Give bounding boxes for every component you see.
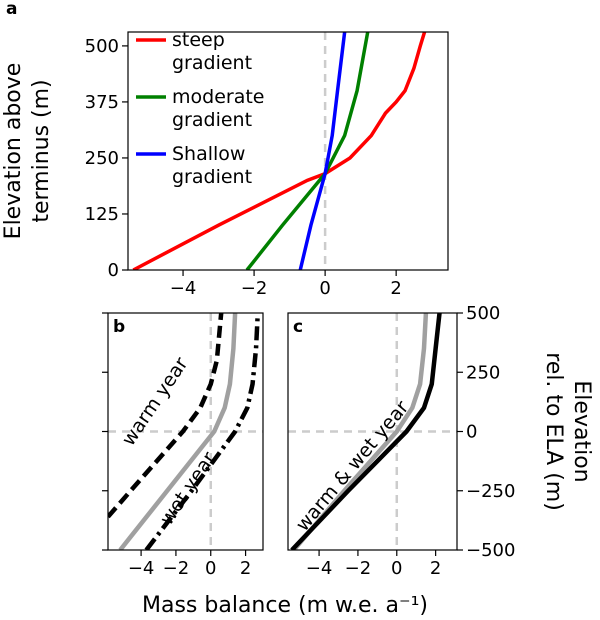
legend-label: steep gradient (172, 29, 252, 74)
y-tick-label: 500 (85, 36, 119, 57)
series-line (298, 32, 347, 270)
y-tick-label: 250 (466, 362, 500, 383)
series-line (118, 313, 238, 550)
series-line (290, 313, 442, 550)
series-line (245, 32, 370, 270)
y-tick-label: 0 (108, 260, 119, 281)
y-axis-label: Elevation above terminus (m) (1, 63, 54, 240)
y-tick-label: 375 (85, 92, 119, 113)
x-tick-label: −4 (170, 278, 197, 299)
legend-label: moderate gradient (172, 86, 264, 131)
x-tick-label: 0 (391, 558, 402, 579)
y-tick-label: 500 (466, 303, 500, 324)
x-tick-label: −2 (241, 278, 268, 299)
series-line (132, 32, 427, 270)
x-tick-label: −2 (345, 558, 372, 579)
x-axis-label: Mass balance (m w.e. a⁻¹) (142, 593, 428, 618)
x-tick-label: 0 (319, 278, 330, 299)
y-tick-label: −500 (466, 540, 515, 561)
y-axis-label: Elevationrel. to ELA (m) (541, 352, 594, 511)
panel-label: a (6, 0, 17, 19)
x-tick-label: −4 (306, 558, 333, 579)
series-line (292, 313, 429, 550)
y-tick-label: 250 (85, 148, 119, 169)
y-tick-label: 125 (85, 204, 119, 225)
x-tick-label: −2 (163, 558, 190, 579)
x-tick-label: 2 (390, 278, 401, 299)
series-line (144, 313, 261, 550)
x-tick-label: 0 (205, 558, 216, 579)
annotation: warm & wet year (292, 396, 414, 535)
y-tick-label: 0 (466, 422, 477, 443)
plot-frame (127, 31, 449, 271)
panel-label: c (293, 317, 303, 337)
x-tick-label: −4 (128, 558, 155, 579)
y-tick-label: −250 (466, 481, 515, 502)
panel-label: b (113, 317, 125, 337)
x-tick-label: 2 (240, 558, 251, 579)
legend-label: Shallow gradient (172, 143, 252, 188)
series-line (108, 313, 224, 519)
x-tick-label: 2 (430, 558, 441, 579)
